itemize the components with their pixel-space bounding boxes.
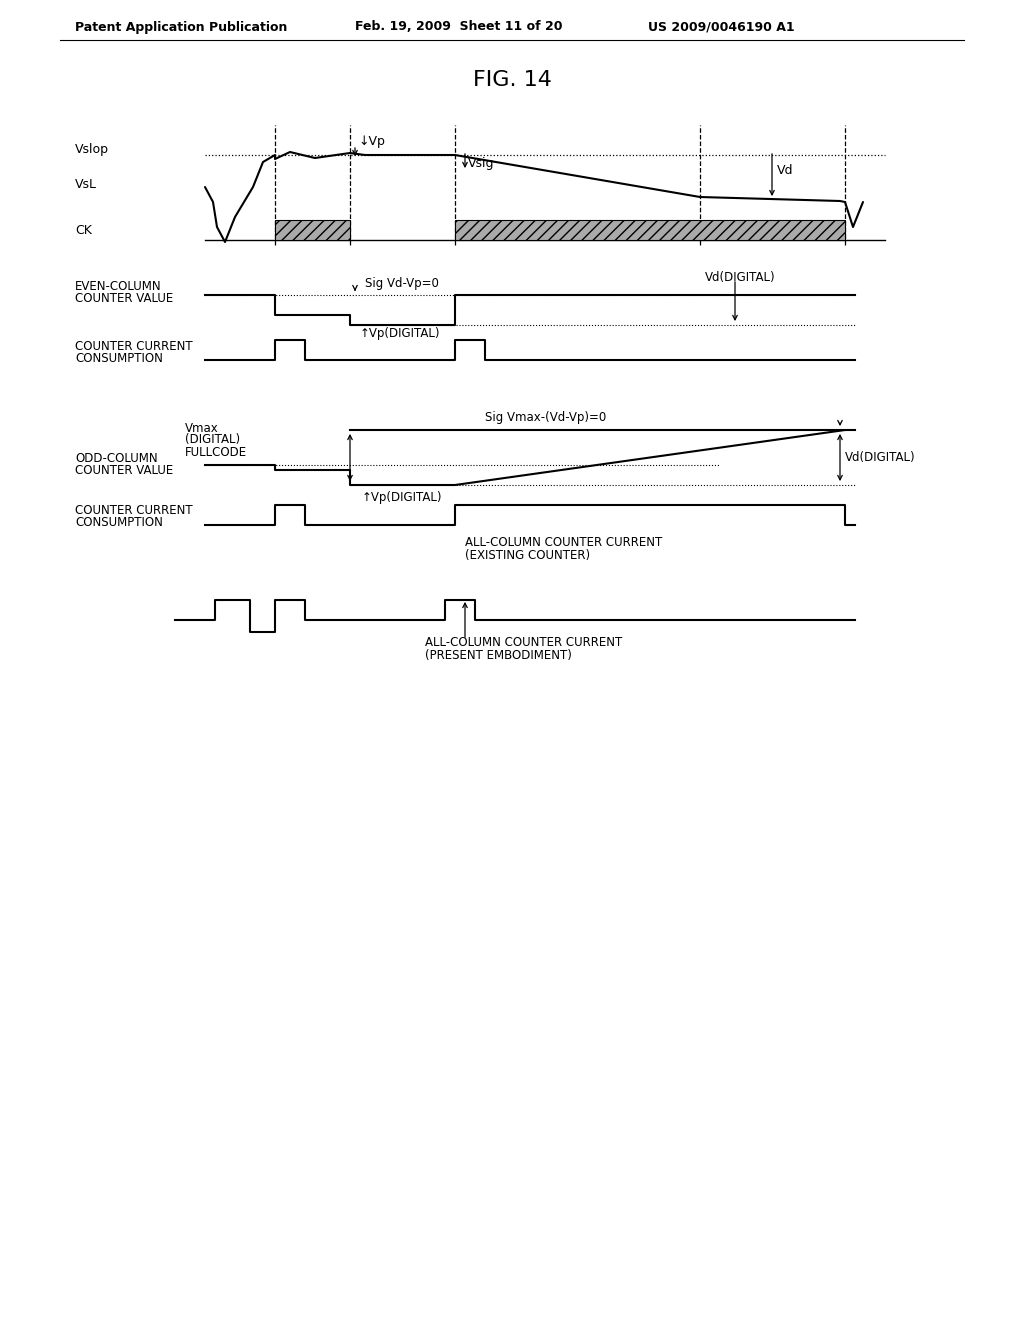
Text: COUNTER CURRENT: COUNTER CURRENT — [75, 504, 193, 517]
Text: ALL-COLUMN COUNTER CURRENT: ALL-COLUMN COUNTER CURRENT — [465, 536, 663, 549]
Text: Vslop: Vslop — [75, 144, 109, 157]
Text: Sig Vmax-(Vd-Vp)=0: Sig Vmax-(Vd-Vp)=0 — [485, 412, 606, 425]
Text: COUNTER CURRENT: COUNTER CURRENT — [75, 339, 193, 352]
Text: CONSUMPTION: CONSUMPTION — [75, 351, 163, 364]
Text: EVEN-COLUMN: EVEN-COLUMN — [75, 281, 162, 293]
Text: CK: CK — [75, 223, 92, 236]
Text: Vd(DIGITAL): Vd(DIGITAL) — [845, 451, 915, 465]
Text: Sig Vd-Vp=0: Sig Vd-Vp=0 — [365, 276, 439, 289]
Text: (DIGITAL): (DIGITAL) — [185, 433, 240, 446]
Text: Patent Application Publication: Patent Application Publication — [75, 21, 288, 33]
Text: VsL: VsL — [75, 178, 97, 191]
Text: FIG. 14: FIG. 14 — [472, 70, 552, 90]
Text: Feb. 19, 2009  Sheet 11 of 20: Feb. 19, 2009 Sheet 11 of 20 — [355, 21, 562, 33]
Bar — [275, 220, 350, 240]
Text: Vmax: Vmax — [185, 421, 219, 434]
Text: ALL-COLUMN COUNTER CURRENT: ALL-COLUMN COUNTER CURRENT — [425, 635, 623, 648]
Text: Vsig: Vsig — [468, 157, 495, 169]
Text: CONSUMPTION: CONSUMPTION — [75, 516, 163, 529]
Bar — [455, 220, 845, 240]
Text: ↓Vp: ↓Vp — [358, 135, 385, 148]
Text: (EXISTING COUNTER): (EXISTING COUNTER) — [465, 549, 590, 562]
Text: Vd: Vd — [777, 164, 794, 177]
Text: FULLCODE: FULLCODE — [185, 446, 247, 458]
Text: ↑Vp(DIGITAL): ↑Vp(DIGITAL) — [362, 491, 442, 503]
Text: ODD-COLUMN: ODD-COLUMN — [75, 453, 158, 466]
Text: ↑Vp(DIGITAL): ↑Vp(DIGITAL) — [360, 327, 440, 341]
Text: COUNTER VALUE: COUNTER VALUE — [75, 293, 173, 305]
Text: (PRESENT EMBODIMENT): (PRESENT EMBODIMENT) — [425, 648, 571, 661]
Text: US 2009/0046190 A1: US 2009/0046190 A1 — [648, 21, 795, 33]
Text: Vd(DIGITAL): Vd(DIGITAL) — [705, 271, 775, 284]
Text: COUNTER VALUE: COUNTER VALUE — [75, 465, 173, 478]
